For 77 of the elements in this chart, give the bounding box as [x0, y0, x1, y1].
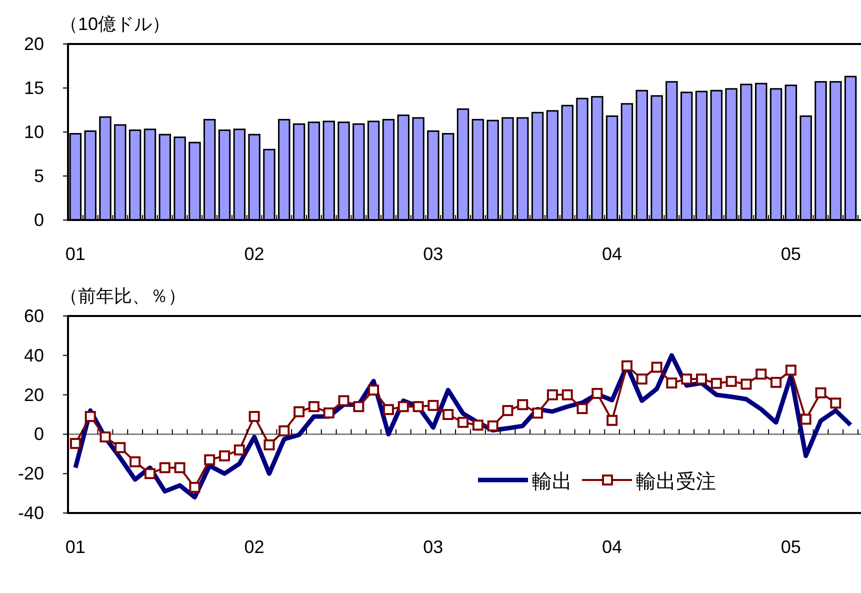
point — [740, 378, 752, 390]
point — [368, 384, 380, 396]
point — [234, 444, 245, 456]
point — [710, 378, 722, 389]
point — [502, 405, 514, 416]
y-tick-label: 10 — [24, 122, 44, 142]
point — [815, 387, 826, 398]
point — [592, 388, 603, 399]
point — [174, 462, 186, 474]
point — [398, 401, 409, 412]
point — [278, 425, 290, 436]
y-tick-label: 40 — [24, 345, 44, 366]
point — [264, 439, 275, 450]
point — [621, 360, 632, 372]
y-tick-label: 5 — [34, 166, 44, 186]
legend-label: 輸出受注 — [636, 471, 716, 493]
point — [472, 420, 484, 431]
point — [770, 376, 782, 388]
point — [114, 442, 126, 454]
point — [412, 401, 424, 412]
point — [204, 454, 216, 466]
point — [159, 462, 170, 474]
point — [681, 374, 692, 385]
y-axis-title: （10億ドル） — [60, 14, 170, 34]
point — [756, 368, 767, 380]
point — [666, 377, 678, 388]
point — [428, 400, 439, 411]
x-tick-label: 03 — [423, 244, 444, 264]
point — [800, 414, 812, 425]
point — [84, 410, 96, 422]
point — [636, 374, 648, 385]
point — [308, 401, 320, 412]
point — [517, 399, 528, 410]
x-tick-label: 03 — [423, 537, 444, 557]
x-tick-label: 02 — [244, 537, 264, 557]
point — [785, 364, 796, 376]
point — [830, 398, 842, 409]
point — [487, 420, 498, 432]
y-tick-label: 0 — [34, 210, 44, 230]
point — [696, 374, 707, 385]
x-tick-label: 04 — [602, 537, 622, 557]
x-tick-label: 02 — [244, 244, 264, 264]
y-tick-label: -40 — [18, 503, 44, 523]
x-tick-label: 01 — [65, 244, 86, 264]
point — [100, 431, 111, 442]
point — [562, 389, 573, 400]
point — [546, 389, 558, 400]
y-tick-label: 15 — [24, 78, 44, 98]
x-tick-label: 05 — [780, 244, 801, 264]
point — [651, 362, 662, 373]
x-tick-label: 04 — [602, 244, 622, 264]
point — [338, 395, 350, 406]
point — [130, 456, 141, 468]
point — [606, 414, 618, 426]
point — [219, 450, 230, 462]
legend-label: 輸出 — [532, 471, 572, 493]
point — [382, 404, 394, 416]
y-axis-title: （前年比、％） — [60, 286, 186, 306]
point — [442, 409, 454, 420]
y-tick-label: 20 — [24, 384, 44, 405]
point — [144, 468, 156, 480]
point — [70, 438, 81, 449]
y-tick-label: 0 — [34, 424, 44, 444]
point — [248, 410, 260, 422]
point — [189, 482, 200, 493]
x-tick-label: 01 — [65, 537, 86, 557]
point — [532, 408, 544, 419]
x-tick-label: 05 — [780, 537, 801, 557]
point — [294, 406, 305, 418]
point — [353, 401, 364, 412]
y-tick-label: 60 — [24, 306, 44, 326]
y-tick-label: 20 — [24, 34, 44, 54]
point — [576, 403, 588, 414]
point — [726, 376, 737, 387]
y-tick-label: -20 — [18, 464, 44, 484]
point — [458, 416, 468, 428]
point — [323, 407, 334, 418]
